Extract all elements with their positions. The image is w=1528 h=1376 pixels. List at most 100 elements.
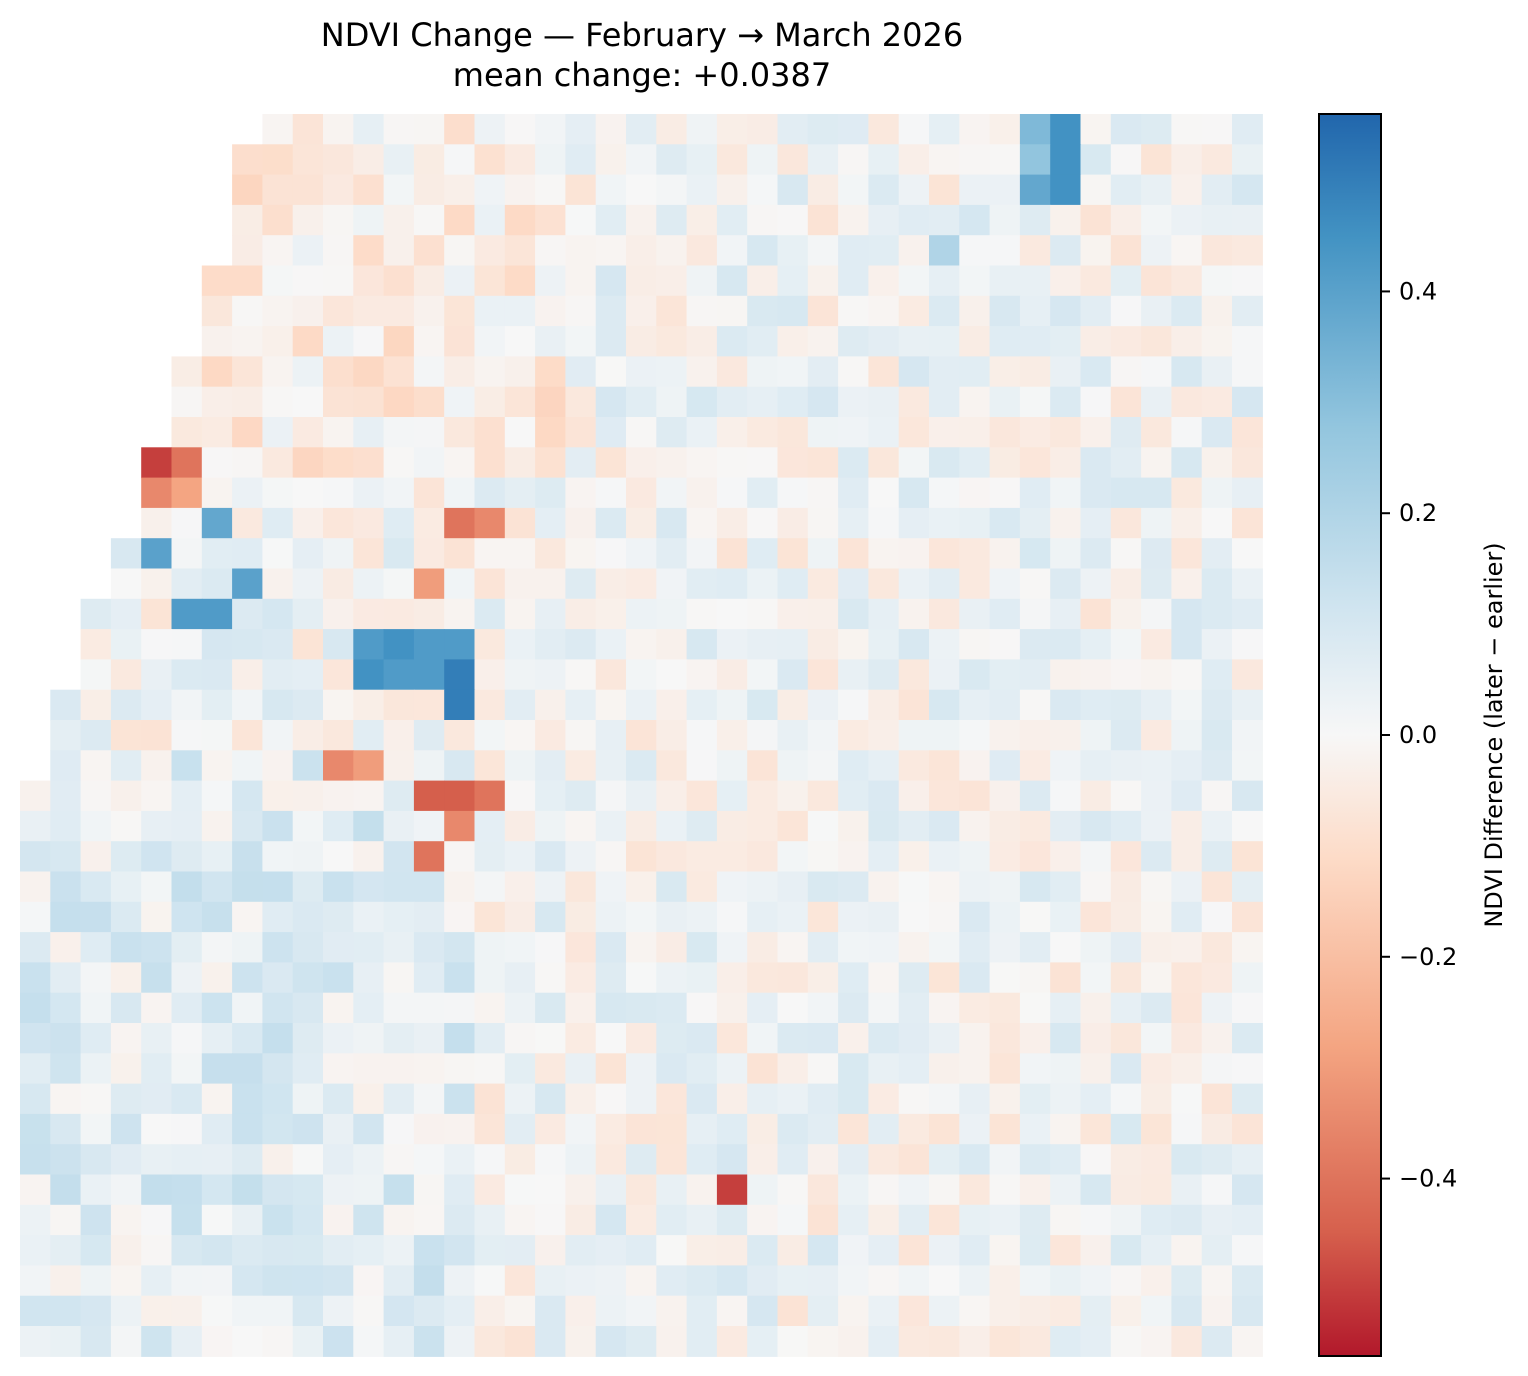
heatmap-cell — [383, 720, 415, 751]
heatmap-cell — [1201, 477, 1233, 509]
heatmap-cell — [110, 689, 142, 721]
heatmap-cell — [565, 1083, 597, 1115]
heatmap-cell — [323, 507, 354, 539]
heatmap-cell — [413, 144, 445, 176]
heatmap-cell — [1019, 326, 1051, 357]
heatmap-cell — [80, 1295, 112, 1327]
heatmap-cell — [626, 417, 657, 448]
heatmap-cell — [959, 144, 991, 176]
heatmap-cell — [626, 598, 657, 630]
heatmap-cell — [383, 1113, 415, 1145]
heatmap-cell — [1232, 1204, 1263, 1236]
heatmap-cell — [656, 1235, 688, 1266]
heatmap-cell — [807, 477, 839, 509]
heatmap-cell — [201, 1023, 233, 1054]
heatmap-cell — [232, 265, 263, 297]
heatmap-cell — [232, 1174, 263, 1206]
heatmap-cell — [1171, 1265, 1203, 1297]
heatmap-cell — [292, 598, 324, 630]
heatmap-cell — [929, 598, 960, 630]
heatmap-cell — [686, 1204, 718, 1236]
heatmap-cell — [686, 810, 718, 842]
heatmap-cell — [201, 1295, 233, 1327]
heatmap-cell — [201, 1053, 233, 1085]
heatmap-cell — [323, 962, 354, 994]
heatmap-cell — [141, 962, 173, 994]
heatmap-cell — [929, 144, 960, 176]
heatmap-cell — [201, 477, 233, 509]
heatmap-cell — [1232, 1326, 1263, 1357]
heatmap-cell — [1050, 1204, 1082, 1236]
heatmap-cell — [1201, 659, 1233, 691]
heatmap-cell — [383, 417, 415, 448]
heatmap-cell — [80, 962, 112, 994]
heatmap-cell — [20, 1023, 51, 1054]
heatmap-cell — [80, 992, 112, 1024]
heatmap-cell — [474, 295, 506, 327]
heatmap-cell — [959, 114, 991, 145]
heatmap-cell — [353, 780, 385, 812]
heatmap-cell — [989, 1174, 1021, 1206]
heatmap-cell — [171, 507, 203, 539]
heatmap-cell — [413, 1235, 445, 1266]
heatmap-cell — [565, 1235, 597, 1266]
heatmap-cell — [565, 962, 597, 994]
heatmap-cell — [595, 992, 627, 1024]
heatmap-cell — [868, 174, 900, 206]
heatmap-cell — [1201, 144, 1233, 176]
heatmap-cell — [201, 901, 233, 933]
heatmap-cell — [807, 598, 839, 630]
heatmap-cell — [80, 1265, 112, 1297]
heatmap-cell — [989, 1113, 1021, 1145]
heatmap-cell — [262, 598, 294, 630]
heatmap-cell — [747, 1053, 779, 1085]
heatmap-cell — [504, 1204, 536, 1236]
heatmap-cell — [656, 598, 688, 630]
heatmap-cell — [1050, 780, 1082, 812]
heatmap-cell — [807, 144, 839, 176]
heatmap-cell — [898, 1235, 930, 1266]
heatmap-cell — [474, 1023, 506, 1054]
heatmap-cell — [201, 962, 233, 994]
heatmap-cell — [959, 598, 991, 630]
heatmap-cell — [626, 871, 657, 903]
heatmap-cell — [807, 780, 839, 812]
heatmap-cell — [444, 114, 476, 145]
heatmap-cell — [1232, 295, 1263, 327]
heatmap-cell — [595, 780, 627, 812]
heatmap-cell — [747, 962, 779, 994]
heatmap-cell — [868, 992, 900, 1024]
heatmap-cell — [292, 356, 324, 388]
heatmap-cell — [1050, 1113, 1082, 1145]
heatmap-cell — [656, 659, 688, 691]
heatmap-cell — [777, 932, 809, 963]
heatmap-cell — [383, 114, 415, 145]
heatmap-cell — [959, 932, 991, 963]
heatmap-cell — [1050, 144, 1082, 176]
heatmap-cell — [262, 629, 294, 660]
heatmap-cell — [807, 386, 839, 418]
heatmap-cell — [1019, 507, 1051, 539]
heatmap-cell — [595, 841, 627, 873]
heatmap-cell — [383, 295, 415, 327]
heatmap-cell — [838, 356, 869, 388]
heatmap-cell — [171, 992, 203, 1024]
heatmap-cell — [777, 1265, 809, 1297]
heatmap-cell — [1201, 265, 1233, 297]
heatmap-cell — [929, 932, 960, 963]
heatmap-cell — [1080, 417, 1112, 448]
heatmap-cell — [565, 932, 597, 963]
heatmap-cell — [504, 568, 536, 600]
heatmap-cell — [171, 901, 203, 933]
heatmap-cell — [535, 356, 566, 388]
heatmap-cell — [262, 114, 294, 145]
heatmap-cell — [716, 1295, 748, 1327]
heatmap-cell — [1080, 1174, 1112, 1206]
heatmap-cell — [1232, 204, 1263, 236]
heatmap-cell — [565, 1053, 597, 1085]
heatmap-cell — [716, 720, 748, 751]
heatmap-cell — [807, 689, 839, 721]
heatmap-cell — [353, 477, 385, 509]
heatmap-cell — [716, 447, 748, 479]
heatmap-cell — [1080, 962, 1112, 994]
